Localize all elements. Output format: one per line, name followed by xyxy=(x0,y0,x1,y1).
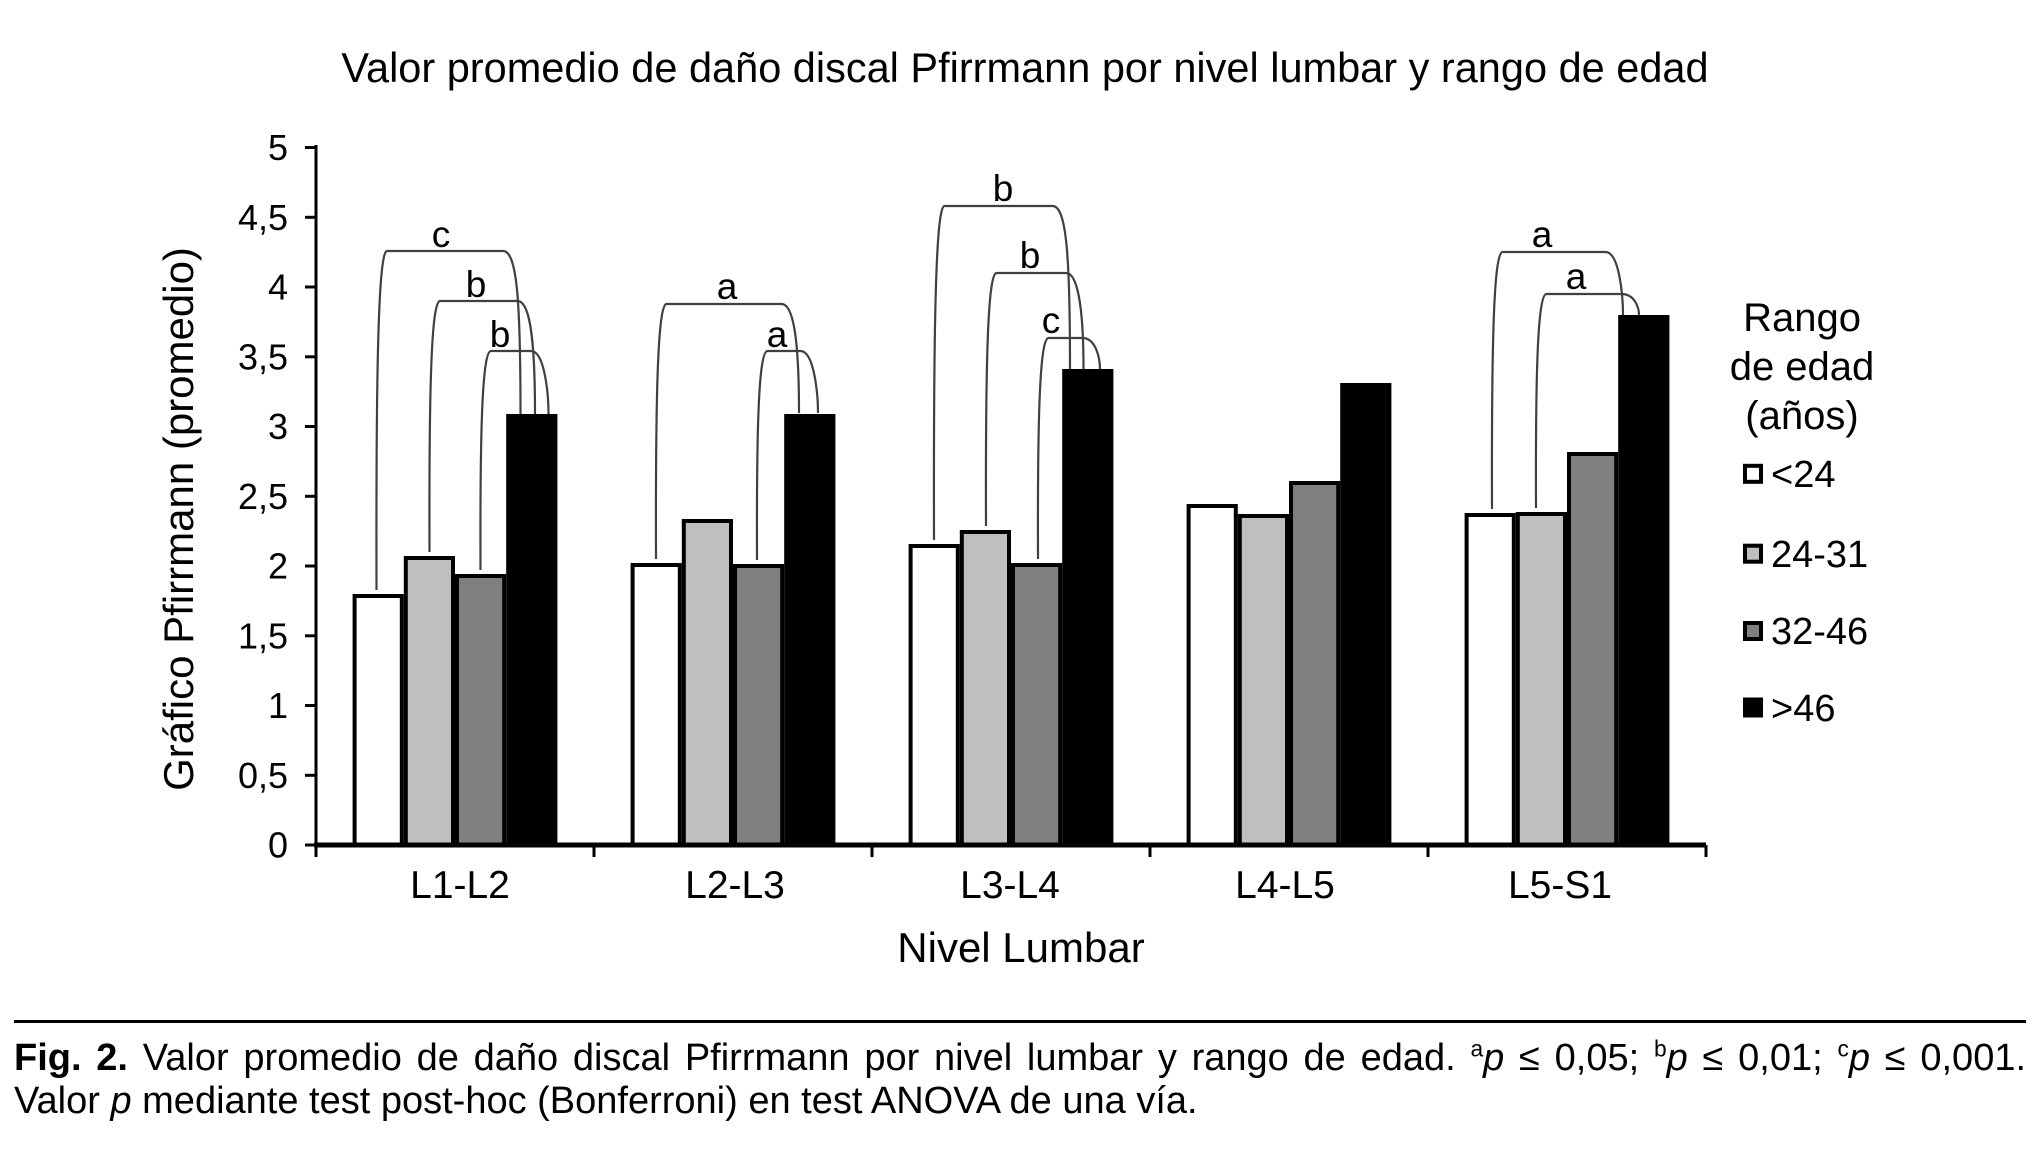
svg-text:L4-L5: L4-L5 xyxy=(1235,864,1335,907)
svg-text:de edad: de edad xyxy=(1730,345,1875,389)
svg-text:b: b xyxy=(993,168,1014,209)
svg-text:L5-S1: L5-S1 xyxy=(1508,864,1612,907)
svg-text:Gráfico Pfirrmann (promedio): Gráfico Pfirrmann (promedio) xyxy=(155,247,202,791)
svg-text:3,5: 3,5 xyxy=(238,336,288,377)
svg-text:>46: >46 xyxy=(1771,688,1835,730)
svg-text:2: 2 xyxy=(268,546,288,587)
svg-text:L3-L4: L3-L4 xyxy=(960,864,1060,907)
svg-text:b: b xyxy=(466,264,487,305)
svg-text:3: 3 xyxy=(268,406,288,447)
svg-text:<24: <24 xyxy=(1771,454,1835,496)
svg-text:0: 0 xyxy=(268,825,288,866)
svg-text:L2-L3: L2-L3 xyxy=(685,864,785,907)
svg-text:Nivel Lumbar: Nivel Lumbar xyxy=(897,924,1144,971)
svg-text:(años): (años) xyxy=(1745,394,1858,438)
svg-text:b: b xyxy=(490,314,511,355)
svg-text:4,5: 4,5 xyxy=(238,197,288,238)
svg-text:0,5: 0,5 xyxy=(238,755,288,796)
svg-text:2,5: 2,5 xyxy=(238,476,288,517)
svg-text:24-31: 24-31 xyxy=(1771,534,1868,576)
svg-text:b: b xyxy=(1020,235,1041,276)
svg-text:a: a xyxy=(1566,256,1587,297)
svg-text:1,5: 1,5 xyxy=(238,615,288,656)
svg-text:1: 1 xyxy=(268,685,288,726)
svg-text:c: c xyxy=(1042,300,1061,341)
svg-text:a: a xyxy=(1532,214,1553,255)
svg-text:Valor promedio de daño discal: Valor promedio de daño discal Pfirrmann … xyxy=(341,44,1708,91)
svg-text:a: a xyxy=(717,266,738,307)
svg-text:Rango: Rango xyxy=(1743,296,1861,340)
svg-text:4: 4 xyxy=(268,267,288,308)
svg-text:L1-L2: L1-L2 xyxy=(410,864,510,907)
svg-text:32-46: 32-46 xyxy=(1771,611,1868,653)
svg-text:5: 5 xyxy=(268,127,288,168)
svg-text:a: a xyxy=(767,314,788,355)
svg-text:c: c xyxy=(432,214,451,255)
